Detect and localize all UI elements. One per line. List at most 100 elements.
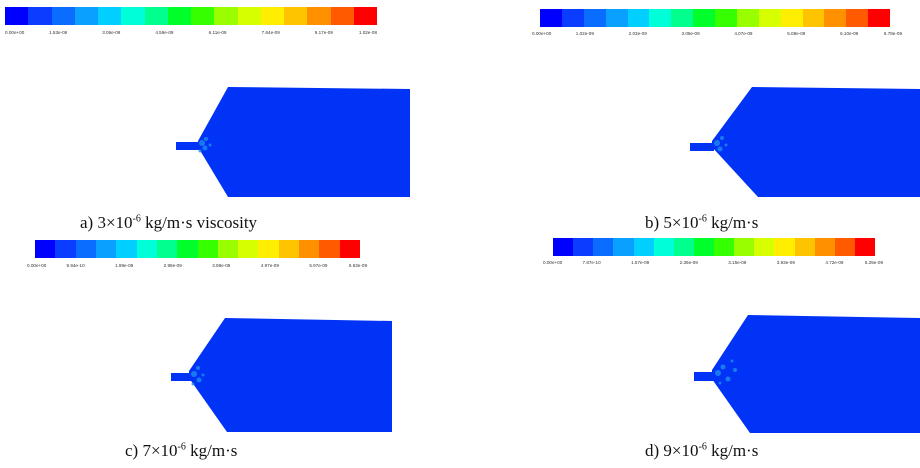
tick-label: 4.07e-09 — [734, 31, 753, 36]
tick-label: 9.94e-10 — [66, 263, 85, 268]
colorbar-segment — [28, 7, 52, 25]
nozzle-domain — [690, 87, 920, 197]
colorbar-segment — [237, 7, 261, 25]
colorbar-segment — [649, 9, 672, 27]
colorbar-segment — [167, 7, 191, 25]
colorbar-segment — [339, 240, 360, 258]
colorbar-segment — [98, 7, 122, 25]
caption-b: b) 5×10-6 kg/m·s — [645, 213, 759, 232]
tick-label: 7.87e-10 — [582, 260, 601, 265]
colorbar-segment — [238, 240, 259, 258]
caption-c: c) 7×10-6 kg/m·s — [125, 441, 238, 460]
tick-label: 6.11e-09 — [208, 30, 227, 35]
tick-label: 3.98e-09 — [212, 263, 231, 268]
tick-label: 9.17e-09 — [314, 30, 333, 35]
tick-label: 0.00e+00 — [532, 31, 552, 36]
tick-label: 4.59e-09 — [155, 30, 174, 35]
colorbar-segment — [814, 238, 835, 256]
tick-label: 7.64e-09 — [261, 30, 280, 35]
tick-label: 6.10e-09 — [840, 31, 859, 36]
colorbar — [553, 238, 875, 256]
colorbar-segment — [330, 7, 354, 25]
colorbar-segment — [693, 9, 715, 27]
colorbar-segment — [95, 240, 117, 258]
colorbar-segment — [116, 240, 137, 258]
nozzle-domain — [171, 318, 392, 432]
colorbar-segment — [136, 240, 157, 258]
colorbar-segment — [754, 238, 775, 256]
colorbar-segment — [780, 9, 803, 27]
tick-label: 1.02e-08 — [358, 30, 377, 35]
tick-label: 0.00e+00 — [543, 260, 563, 265]
colorbar-segment — [583, 9, 606, 27]
colorbar-segment — [673, 238, 694, 256]
colorbar-segment — [74, 7, 98, 25]
colorbar-segment — [144, 7, 168, 25]
colorbar-ticks: 0.00e+00 1.53e-09 3.06e-09 4.59e-09 6.11… — [5, 30, 377, 38]
tick-label: 0.00e+00 — [5, 30, 25, 35]
tick-label: 3.15e-09 — [728, 260, 747, 265]
tick-label: 6.78e-09 — [883, 31, 902, 36]
colorbar-segment — [278, 240, 300, 258]
tick-label: 3.05e-09 — [681, 31, 700, 36]
colorbar-segment — [217, 240, 239, 258]
colorbar-segment — [258, 240, 279, 258]
tick-label: 5.25e-09 — [864, 260, 883, 265]
tick-label: 0.00e+00 — [27, 263, 47, 268]
colorbar-segment — [299, 240, 320, 258]
colorbar-segment — [627, 9, 650, 27]
colorbar-segment — [693, 238, 714, 256]
colorbar-segment — [774, 238, 795, 256]
tick-label: 3.06e-09 — [102, 30, 121, 35]
colorbar — [5, 7, 377, 25]
nozzle-domain — [176, 87, 410, 197]
tick-label: 4.97e-09 — [260, 263, 279, 268]
colorbar-segment — [553, 238, 574, 256]
tick-label: 1.57e-09 — [631, 260, 650, 265]
colorbar-segment — [561, 9, 584, 27]
tick-label: 4.72e-09 — [825, 260, 844, 265]
colorbar-segment — [191, 7, 215, 25]
tick-label: 1.02e-09 — [575, 31, 594, 36]
colorbar-segment — [55, 240, 76, 258]
colorbar-segment — [593, 238, 614, 256]
colorbar-segment — [758, 9, 781, 27]
colorbar-segment — [868, 9, 890, 27]
colorbar-segment — [540, 9, 562, 27]
caption-d: d) 9×10-6 kg/m·s — [645, 441, 759, 460]
tick-label: 5.97e-09 — [309, 263, 328, 268]
colorbar-segment — [734, 238, 755, 256]
colorbar-segment — [319, 240, 340, 258]
colorbar-segment — [260, 7, 284, 25]
colorbar-segment — [714, 238, 735, 256]
colorbar-segment — [214, 7, 238, 25]
tick-label: 1.99e-09 — [115, 263, 134, 268]
colorbar-segment — [633, 238, 654, 256]
colorbar-segment — [121, 7, 145, 25]
tick-label: 2.98e-09 — [163, 263, 182, 268]
colorbar-segment — [75, 240, 96, 258]
colorbar-segment — [824, 9, 847, 27]
colorbar-segment — [653, 238, 674, 256]
colorbar-segment — [284, 7, 308, 25]
tick-label: 2.03e-09 — [628, 31, 647, 36]
colorbar — [540, 9, 890, 27]
colorbar-segment — [802, 9, 825, 27]
colorbar-segment — [51, 7, 75, 25]
caption-a: a) 3×10-6 kg/m·s viscosity — [80, 213, 258, 232]
colorbar-ticks: 0.00e+00 7.87e-10 1.57e-09 2.36e-09 3.15… — [543, 260, 883, 268]
colorbar-segment — [177, 240, 198, 258]
colorbar-segment — [605, 9, 628, 27]
tick-label: 1.53e-09 — [49, 30, 68, 35]
colorbar-segment — [613, 238, 634, 256]
nozzle-domain — [694, 315, 920, 433]
colorbar-segment — [834, 238, 855, 256]
tick-label: 5.08e-09 — [787, 31, 806, 36]
colorbar-segment — [854, 238, 875, 256]
tick-label: 3.93e-09 — [776, 260, 795, 265]
colorbar-segment — [35, 240, 56, 258]
colorbar-segment — [573, 238, 594, 256]
colorbar — [35, 240, 360, 258]
colorbar-segment — [794, 238, 815, 256]
colorbar-segment — [156, 240, 178, 258]
